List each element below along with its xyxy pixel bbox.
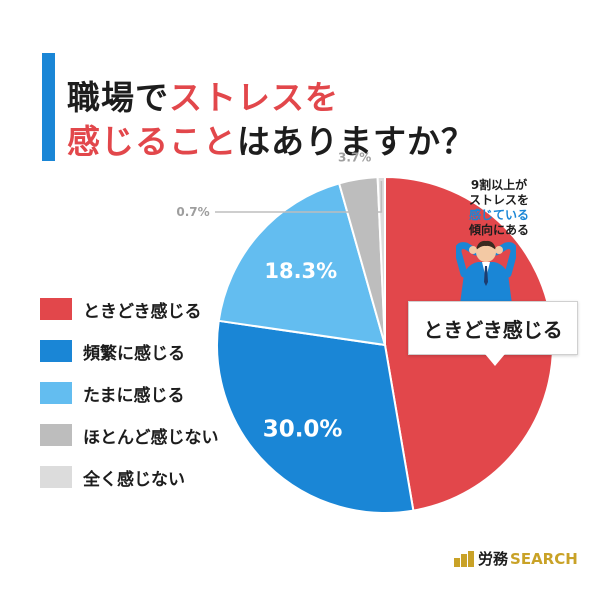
pie-value-label: 0.7% [176,205,209,219]
brand-mark-icon [454,550,474,567]
legend-item: ほとんど感じない [40,422,219,448]
legend-item: ときどき感じる [40,296,219,322]
legend-swatch [40,466,72,488]
legend-label: 全く感じない [83,469,185,490]
legend-swatch [40,298,72,320]
callout-box: ときどき感じる [408,301,578,366]
legend-item: たまに感じる [40,380,219,406]
callout-note-line: 傾向にある [468,223,529,237]
pie-slice [217,182,387,347]
legend-swatch [40,382,72,404]
callout-note-line: 9割以上が [470,178,528,192]
pie-slice [376,175,386,346]
legend-swatch [40,340,72,362]
legend-item: 全く感じない [40,464,219,490]
legend-label: 頻繁に感じる [83,343,185,364]
pie-value-label: 3.7% [338,150,371,164]
legend-label: ほとんど感じない [83,427,219,448]
legend: ときどき感じる 頻繁に感じる たまに感じる ほとんど感じない 全く感じない [40,296,219,506]
pie-leader-line [215,181,383,213]
brand-logo: 労務 SEARCH [454,548,578,569]
pie-slice [216,319,415,514]
page-title: 職場でストレスを感じることはありますか？ [67,76,475,164]
title-accent-bar [42,53,55,161]
callout-note-highlight: 感じている [468,208,529,222]
title-line2-highlight: 感じること [67,122,237,161]
callout-note-line: ストレスを [468,193,529,207]
callout-note: 9割以上が ストレスを 感じている 傾向にある [444,178,554,238]
title-line2-suffix: はありますか？ [237,122,475,161]
title-line1-prefix: 職場で [67,78,169,117]
title-line1-highlight: ストレスを [169,78,339,117]
pie-leader-lines [215,181,383,213]
legend-swatch [40,424,72,446]
legend-label: たまに感じる [83,385,185,406]
legend-label: ときどき感じる [83,301,202,322]
brand-name-jp: 労務 [478,550,509,568]
stressed-person-icon [456,240,516,304]
pie-value-label: 30.0% [263,417,343,443]
brand-name-en: SEARCH [510,549,578,568]
legend-item: 頻繁に感じる [40,338,219,364]
pie-value-label: 18.3% [264,259,337,283]
